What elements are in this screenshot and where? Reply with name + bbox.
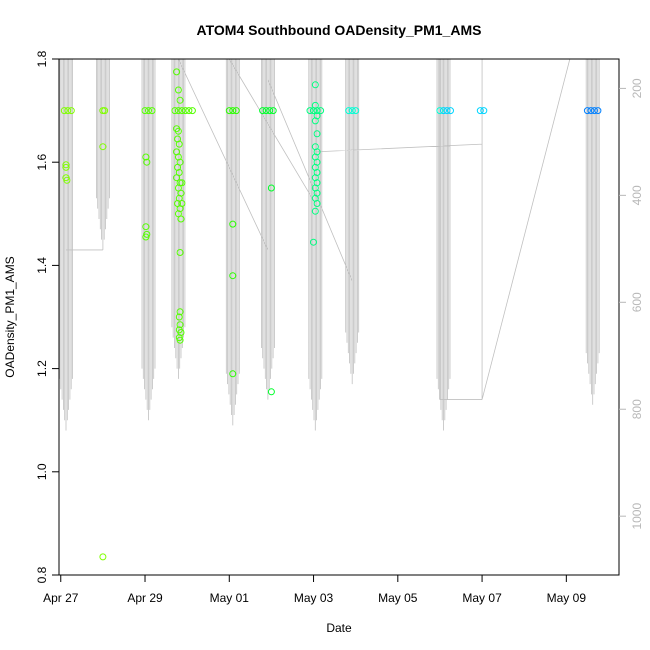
data-point xyxy=(177,215,185,223)
data-point xyxy=(142,153,150,161)
data-point xyxy=(229,220,237,228)
y-tick-label: 1.6 xyxy=(35,154,49,171)
data-point xyxy=(173,174,181,182)
data-point xyxy=(447,107,454,115)
x-axis: Apr 27 Apr 29 May 01 May 03 May 05 May 07 May … xyxy=(43,574,587,605)
x-tick-label: May 07 xyxy=(462,591,502,605)
right-tick-label: 400 xyxy=(630,185,644,205)
x-tick-label: May 09 xyxy=(547,591,587,605)
data-point xyxy=(175,140,183,148)
data-point xyxy=(232,107,240,115)
data-point xyxy=(311,101,319,109)
x-tick-label: Apr 29 xyxy=(127,591,163,605)
right-tick-label: 1000 xyxy=(630,503,644,530)
data-point xyxy=(476,107,484,115)
data-point xyxy=(313,130,321,138)
data-point xyxy=(171,107,179,115)
data-point xyxy=(310,238,317,246)
data-point xyxy=(269,107,277,115)
right-tick-label: 200 xyxy=(630,78,644,98)
data-point xyxy=(229,107,237,115)
data-point xyxy=(185,107,193,115)
data-point xyxy=(590,107,598,115)
data-point xyxy=(345,107,353,115)
y-tick-label: 0.8 xyxy=(35,566,49,583)
instrument-trace xyxy=(59,58,600,431)
data-point xyxy=(142,223,150,231)
data-point xyxy=(176,336,184,344)
data-point xyxy=(142,233,150,241)
data-point xyxy=(311,117,319,125)
data-point xyxy=(352,107,360,115)
data-point xyxy=(141,107,149,115)
data-point xyxy=(143,158,151,166)
instrument-lines xyxy=(59,58,600,431)
data-point xyxy=(229,370,237,378)
data-point xyxy=(174,86,182,94)
data-point xyxy=(64,107,72,115)
y-tick-label: 1.8 xyxy=(35,50,49,67)
data-point xyxy=(178,200,186,207)
data-point xyxy=(99,143,107,151)
data-point xyxy=(440,107,447,115)
x-tick-label: May 05 xyxy=(378,591,418,605)
x-tick-label: Apr 27 xyxy=(43,591,79,605)
data-point xyxy=(348,107,356,115)
data-point xyxy=(101,107,109,115)
data-point xyxy=(173,68,181,76)
data-point xyxy=(178,107,186,115)
x-axis-title: Date xyxy=(326,621,352,635)
data-point xyxy=(99,553,107,561)
data-point xyxy=(313,200,321,207)
data-point xyxy=(317,107,325,115)
data-point xyxy=(176,321,184,329)
y-axis: 0.8 1.0 1.2 1.4 1.6 1.8 xyxy=(35,50,59,583)
data-point xyxy=(62,163,70,171)
chart-title: ATOM4 Southbound OADensity_PM1_AMS xyxy=(197,22,482,38)
data-point xyxy=(176,308,184,316)
data-point xyxy=(178,179,186,187)
y-axis-title: OADensity_PM1_AMS xyxy=(3,256,17,377)
x-tick-label: May 03 xyxy=(294,591,334,605)
data-point xyxy=(594,107,602,115)
data-point xyxy=(311,207,319,215)
data-point xyxy=(60,107,68,115)
data-point xyxy=(145,107,152,115)
data-points xyxy=(60,68,602,561)
data-point xyxy=(174,127,182,135)
y-tick-label: 1.2 xyxy=(35,360,49,377)
y-tick-label: 1.4 xyxy=(35,257,49,274)
right-tick-label: 600 xyxy=(630,292,644,312)
data-point xyxy=(174,107,182,115)
data-point xyxy=(181,107,189,115)
data-point xyxy=(583,107,591,115)
data-point xyxy=(311,81,319,89)
right-axis: 200 400 600 800 1000 xyxy=(619,78,644,530)
data-point xyxy=(259,107,267,115)
data-point xyxy=(176,249,184,256)
data-point xyxy=(443,107,451,115)
data-point xyxy=(188,107,196,115)
data-point xyxy=(267,184,275,192)
data-point xyxy=(436,107,444,115)
data-point xyxy=(480,107,488,115)
data-point xyxy=(267,388,275,396)
data-point xyxy=(266,107,274,115)
data-point xyxy=(148,107,156,115)
data-point xyxy=(306,107,314,115)
x-tick-label: May 01 xyxy=(210,591,250,605)
data-point xyxy=(262,107,270,115)
data-point xyxy=(176,96,184,104)
right-tick-label: 800 xyxy=(630,399,644,419)
y-tick-label: 1.0 xyxy=(35,463,49,480)
data-point xyxy=(67,107,75,115)
data-point xyxy=(225,107,233,115)
data-point xyxy=(62,161,70,169)
data-point xyxy=(587,107,595,115)
data-point xyxy=(63,176,71,184)
data-point xyxy=(175,313,183,321)
data-point xyxy=(229,272,237,280)
